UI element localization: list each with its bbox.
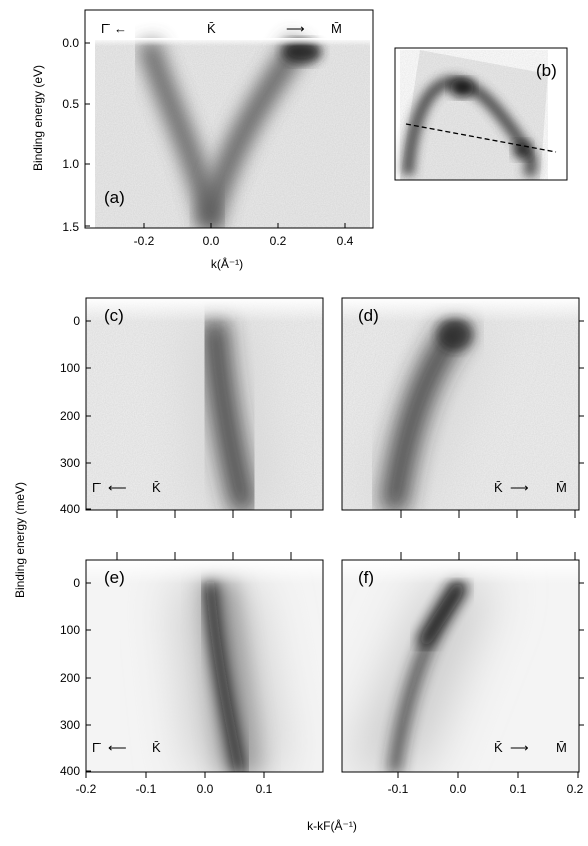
panel-f-dir-to: M̄ [556,740,567,755]
lower-y-ticks-top: 0 100 200 300 400 [60,314,584,516]
panel-c-frame [85,297,324,511]
middle-x-ticks [116,510,576,560]
panel-f-frame [341,559,580,773]
e-ytick-0: 0 [73,576,80,590]
panel-d-dir-arrow: ⟶ [510,480,529,495]
panel-b-frame [394,47,568,181]
panel-a-ytick-1: 0.5 [62,97,79,111]
e-ytick-2: 200 [60,671,80,685]
panel-f-image [342,560,579,772]
panel-a-y-ticks: 0.0 0.5 1.0 1.5 [62,36,90,234]
c-ytick-3: 300 [60,456,80,470]
c-ytick-0: 0 [73,314,80,328]
k-label: K̄ [207,21,216,36]
panel-a-xtick-3: 0.4 [337,234,354,248]
panel-a-label: (a) [104,188,125,207]
f-xtick-2: 0.1 [510,782,527,796]
panel-e-band [204,581,246,772]
panel-f-label: (f) [358,568,374,587]
panel-a-xtick-1: 0.0 [203,234,220,248]
panel-a-xtick-2: 0.2 [270,234,287,248]
c-ytick-2: 200 [60,409,80,423]
panel-d-label: (d) [358,306,379,325]
panel-c-dir-to: K̄ [152,480,161,495]
left-arrow: ← [114,21,127,36]
panel-a-band-right [196,35,311,228]
c-ytick-4: 400 [60,502,80,516]
panel-a-image [95,35,370,228]
e-xtick-1: -0.1 [136,782,157,796]
lower-y-ticks-bottom: 0 100 200 300 400 [60,576,584,778]
panel-a-ytick-0: 0.0 [62,36,79,50]
panel-a-xtick-0: -0.2 [134,234,155,248]
panel-c-dir-from: Γ̄ [92,480,101,495]
panel-b-cut-line [405,123,557,153]
panel-d: (d) K̄ ⟶ M̄ [341,297,580,511]
panel-d-dir-from: K̄ [494,480,503,495]
gamma-label: Γ̄ [101,21,110,36]
e-ytick-3: 300 [60,718,80,732]
c-ytick-1: 100 [60,361,80,375]
e-xtick-2: 0.0 [197,782,214,796]
panel-c-dir-arrow: ⟵ [108,480,127,495]
panel-f: (f) K̄ ⟶ M̄ [341,559,580,773]
panel-b-label: (b) [536,61,557,80]
e-xtick-0: -0.2 [76,782,97,796]
panel-c: (c) Γ̄ ⟵ K̄ [85,297,324,511]
panel-e-dir-from: Γ̄ [92,740,101,755]
panel-b: (b) [394,47,568,181]
panel-c-label: (c) [104,306,124,325]
panel-f-dir-from: K̄ [494,740,503,755]
m-label: M̄ [331,21,342,36]
panel-e-label: (e) [104,568,125,587]
panel-c-band [201,319,258,510]
panel-e-dir-to: K̄ [152,740,161,755]
e-xtick-3: 0.1 [256,782,273,796]
panel-a-ytick-2: 1.0 [62,157,79,171]
lower-x-axis-title: k-kF(Å⁻¹) [307,818,357,833]
panel-a: Γ̄ ← K̄ ⟶ M̄ (a) 0.0 0.5 1.0 1.5 -0.2 0.… [31,9,374,271]
right-arrow: ⟶ [286,21,305,36]
panel-a-x-ticks: -0.2 0.0 0.2 0.4 [134,223,354,248]
f-xtick-1: 0.0 [450,782,467,796]
panel-d-image [342,298,579,510]
panel-c-image [86,298,323,510]
lower-y-axis-title: Binding energy (meV) [13,482,27,598]
panel-e-image [86,560,323,772]
panel-e: (e) Γ̄ ⟵ K̄ [85,559,324,773]
panel-d-frame [341,297,580,511]
panel-f-dir-arrow: ⟶ [510,740,529,755]
panel-a-x-axis-title: k(Å⁻¹) [211,256,243,271]
panel-d-dir-to: M̄ [556,480,567,495]
bottom-x-ticks: -0.2 -0.1 0.0 0.1 -0.1 0.0 0.1 0.2 [76,772,584,796]
panel-b-image [400,50,548,180]
e-ytick-4: 400 [60,764,80,778]
f-xtick-3: 0.2 [567,782,584,796]
panel-a-ytick-3: 1.5 [62,220,79,234]
panel-a-y-axis-title: Binding energy (eV) [31,65,45,171]
panel-a-frame [84,9,374,229]
f-xtick-0: -0.1 [388,782,409,796]
panel-e-dir-arrow: ⟵ [108,740,127,755]
e-ytick-1: 100 [60,623,80,637]
